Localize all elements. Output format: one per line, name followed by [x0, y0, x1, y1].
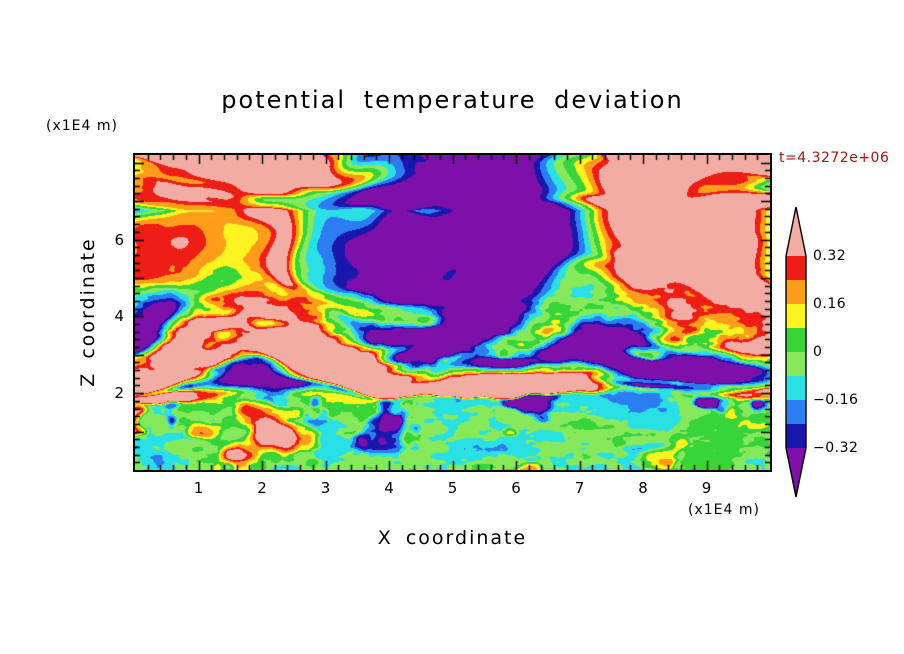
- colorbar: [783, 206, 809, 502]
- y-tick-label: 2: [114, 384, 124, 403]
- colorbar-tick-label: −0.32: [813, 440, 859, 456]
- x-tick-label: 8: [638, 479, 648, 497]
- colorbar-tick-label: −0.16: [813, 392, 859, 408]
- y-tick-label: 6: [114, 230, 124, 249]
- plot-title: potential temperature deviation: [221, 86, 684, 114]
- plot-frame: [133, 153, 772, 472]
- colorbar-svg: [785, 206, 807, 498]
- y-axis-label: Z coordinate: [77, 237, 99, 387]
- x-tick-label: 2: [257, 479, 267, 497]
- contour-field-canvas: [135, 155, 770, 470]
- y-tick-label: 4: [114, 307, 124, 326]
- x-tick-label: 7: [574, 479, 585, 497]
- colorbar-tick-label: 0.16: [813, 296, 847, 312]
- x-tick-label: 4: [384, 479, 394, 497]
- x-tick-label: 6: [511, 479, 521, 497]
- x-tick-label: 1: [193, 479, 204, 497]
- colorbar-tick-label: 0.32: [813, 248, 847, 264]
- x-tick-label: 9: [701, 479, 712, 497]
- x-tick-label: 3: [320, 479, 331, 497]
- colorbar-tick-label: 0: [813, 344, 823, 360]
- y-axis-unit: (x1E4 m): [46, 118, 118, 134]
- time-annotation: t=4.3272e+06: [779, 150, 890, 166]
- x-axis-unit: (x1E4 m): [688, 502, 760, 518]
- x-tick-label: 5: [447, 479, 458, 497]
- x-axis-label: X coordinate: [377, 527, 528, 549]
